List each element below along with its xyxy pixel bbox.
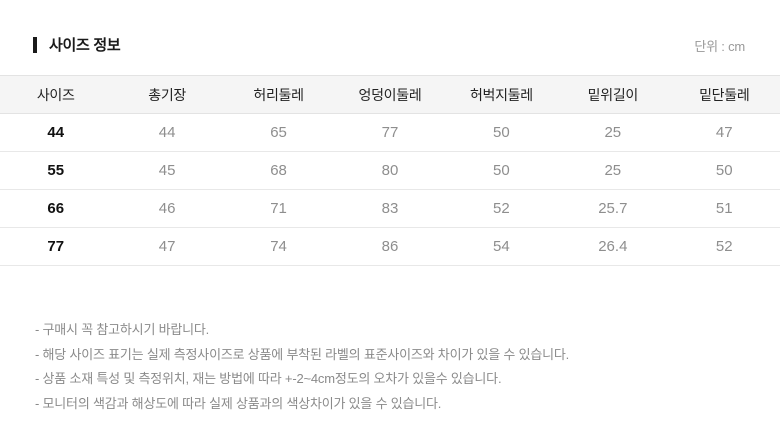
value-cell: 80 xyxy=(334,151,446,190)
value-cell: 46 xyxy=(111,189,223,228)
value-cell: 25.7 xyxy=(557,189,669,228)
column-header-thigh: 허벅지둘레 xyxy=(445,75,558,114)
note-line: - 상품 소재 특성 및 측정위치, 재는 방법에 따라 +-2~4cm정도의 … xyxy=(35,371,502,386)
column-header-rise: 밑위길이 xyxy=(557,75,669,114)
section-header: 사이즈 정보 단위 : cm xyxy=(33,36,745,55)
value-cell: 54 xyxy=(445,227,558,266)
value-cell: 47 xyxy=(668,113,780,152)
size-cell: 77 xyxy=(0,227,112,266)
unit-label: 단위 : cm xyxy=(694,39,745,54)
column-header-hip: 엉덩이둘레 xyxy=(334,75,446,114)
value-cell: 71 xyxy=(222,189,335,228)
table-header-row: 사이즈 총기장 허리둘레 엉덩이둘레 허벅지둘레 밑위길이 밑단둘레 xyxy=(0,75,780,114)
size-cell: 55 xyxy=(0,151,112,190)
note-line: - 구매시 꼭 참고하시기 바랍니다. xyxy=(35,322,210,337)
size-table: 사이즈 총기장 허리둘레 엉덩이둘레 허벅지둘레 밑위길이 밑단둘레 44 44… xyxy=(0,75,780,266)
value-cell: 50 xyxy=(445,151,558,190)
value-cell: 25 xyxy=(557,113,669,152)
size-cell: 66 xyxy=(0,189,112,228)
note-line: - 모니터의 색감과 해상도에 따라 실제 상품과의 색상차이가 있을 수 있습… xyxy=(35,395,442,411)
value-cell: 45 xyxy=(111,151,223,190)
value-cell: 74 xyxy=(222,227,335,266)
value-cell: 83 xyxy=(334,189,446,228)
value-cell: 52 xyxy=(445,189,558,228)
section-title: 사이즈 정보 xyxy=(33,34,121,55)
value-cell: 26.4 xyxy=(557,227,669,266)
value-cell: 86 xyxy=(334,227,446,266)
size-table-body: 44 44 65 77 50 25 47 55 45 68 80 50 25 5… xyxy=(0,113,780,266)
column-header-size: 사이즈 xyxy=(0,75,112,114)
value-cell: 51 xyxy=(668,189,780,228)
title-accent-bar-icon xyxy=(33,36,37,53)
value-cell: 68 xyxy=(222,151,335,190)
value-cell: 50 xyxy=(668,151,780,190)
column-header-hem: 밑단둘레 xyxy=(668,75,780,114)
table-row: 44 44 65 77 50 25 47 xyxy=(0,113,780,152)
value-cell: 25 xyxy=(557,151,669,190)
value-cell: 52 xyxy=(668,227,780,266)
value-cell: 44 xyxy=(111,113,223,152)
column-header-total-length: 총기장 xyxy=(111,75,223,114)
table-row: 55 45 68 80 50 25 50 xyxy=(0,151,780,190)
purchase-notes: - 구매시 꼭 참고하시기 바랍니다. - 해당 사이즈 표기는 실제 측정사이… xyxy=(35,318,745,416)
column-header-waist: 허리둘레 xyxy=(222,75,335,114)
value-cell: 50 xyxy=(445,113,558,152)
value-cell: 77 xyxy=(334,113,446,152)
size-table-head: 사이즈 총기장 허리둘레 엉덩이둘레 허벅지둘레 밑위길이 밑단둘레 xyxy=(0,75,780,114)
value-cell: 65 xyxy=(222,113,335,152)
size-cell: 44 xyxy=(0,113,112,152)
table-row: 66 46 71 83 52 25.7 51 xyxy=(0,189,780,228)
note-line: - 해당 사이즈 표기는 실제 측정사이즈로 상품에 부착된 라벨의 표준사이즈… xyxy=(35,346,570,362)
section-title-text: 사이즈 정보 xyxy=(49,37,121,54)
table-row: 77 47 74 86 54 26.4 52 xyxy=(0,227,780,266)
value-cell: 47 xyxy=(111,227,223,266)
